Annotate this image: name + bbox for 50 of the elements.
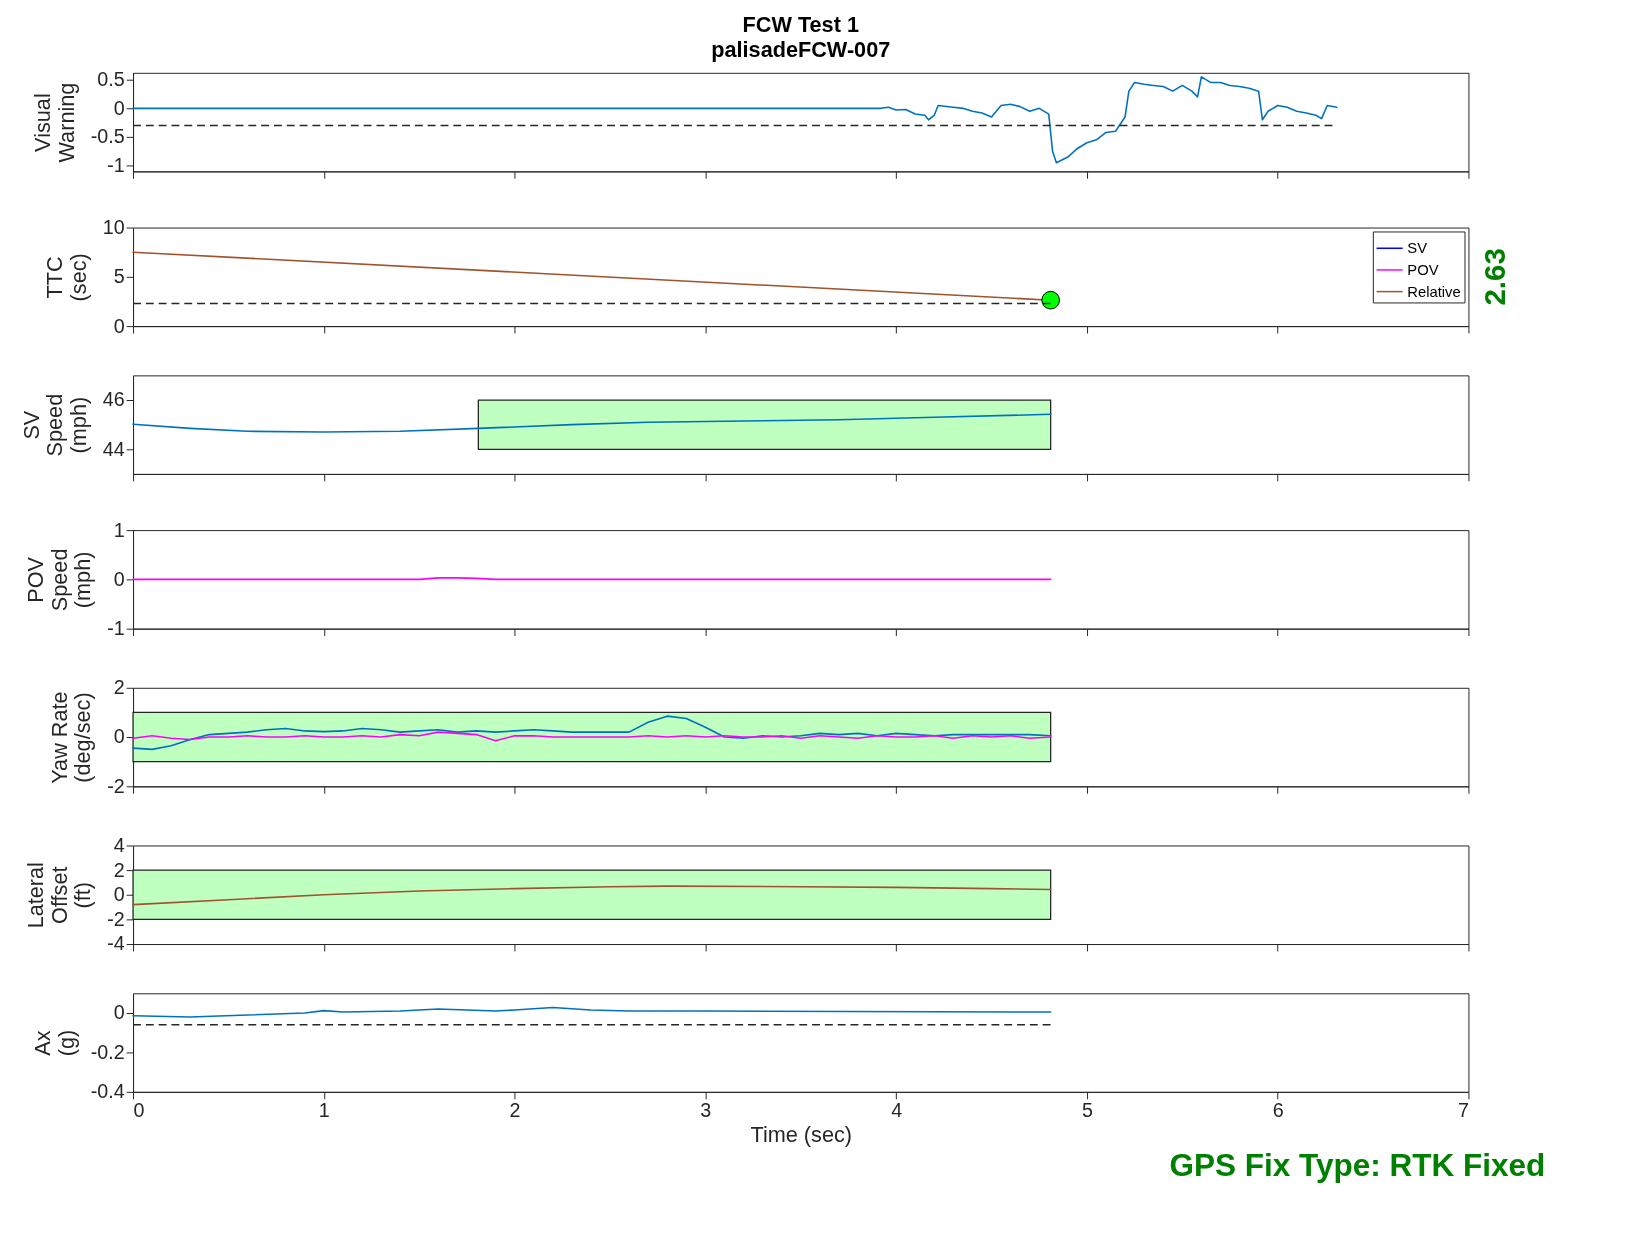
y-axis-title: Yaw Rate (deg/sec) <box>46 691 96 784</box>
x-tick-label: 7 <box>1457 1098 1469 1121</box>
chart-subtitle: palisadeFCW-007 <box>711 37 891 63</box>
x-axis-title: Time (sec) <box>750 1121 853 1147</box>
y-tick-label: -2 <box>107 907 125 930</box>
line-series <box>132 76 1338 164</box>
text: GPS Fix Type: RTK Fixed <box>1169 1146 1546 1183</box>
y-axis-title: POV Speed (mph) <box>23 548 96 612</box>
y-tick-label: 10 <box>102 215 125 238</box>
y-tick-label: 5 <box>113 265 125 288</box>
y-tick-label: -4 <box>107 932 125 955</box>
legend-label: SV <box>1407 240 1428 257</box>
x-tick-label: 5 <box>1081 1098 1093 1121</box>
y-tick-label: 0.5 <box>97 68 125 91</box>
y-axis-title: Ax (g) <box>30 1029 79 1057</box>
x-tick-label: 0 <box>133 1098 145 1121</box>
y-tick-label: 1 <box>113 518 125 541</box>
line-series <box>132 1006 1052 1018</box>
y-tick-label: 46 <box>102 388 125 411</box>
y-tick-label: -1 <box>107 154 125 177</box>
y-tick-label: 0 <box>113 1001 125 1024</box>
y-tick-label: -0.4 <box>90 1080 125 1103</box>
y-tick-label: 0 <box>113 314 125 337</box>
x-tick-label: 3 <box>700 1098 712 1121</box>
chart-title: FCW Test 1 <box>742 12 859 38</box>
y-tick-label: 2 <box>113 858 125 881</box>
y-axis-title: SV Speed (mph) <box>18 393 91 457</box>
y-axis-title: Lateral Offset (ft) <box>23 862 96 929</box>
y-axis-title: Visual Warning <box>30 82 79 163</box>
text: 2.63 <box>1477 248 1511 306</box>
y-tick-label: -0.5 <box>90 125 125 148</box>
y-tick-label: 2 <box>113 676 125 699</box>
legend-label: POV <box>1407 261 1439 278</box>
x-tick-label: 6 <box>1272 1098 1284 1121</box>
y-axis-title: TTC (sec) <box>42 253 91 302</box>
y-tick-label: -1 <box>107 617 125 640</box>
y-tick-label: 0 <box>113 725 125 748</box>
line-series <box>132 731 1052 742</box>
y-tick-label: 4 <box>113 833 125 856</box>
y-tick-label: 0 <box>113 96 125 119</box>
y-tick-label: 0 <box>113 567 125 590</box>
legend-label: Relative <box>1407 283 1461 300</box>
x-tick-label: 4 <box>891 1098 903 1121</box>
line-series <box>132 715 1052 751</box>
y-tick-label: 0 <box>113 883 125 906</box>
y-tick-label: -0.2 <box>90 1040 125 1063</box>
y-tick-label: 44 <box>102 437 125 460</box>
x-tick-label: 2 <box>509 1098 521 1121</box>
y-tick-label: -2 <box>107 774 125 797</box>
x-tick-label: 1 <box>318 1098 330 1121</box>
